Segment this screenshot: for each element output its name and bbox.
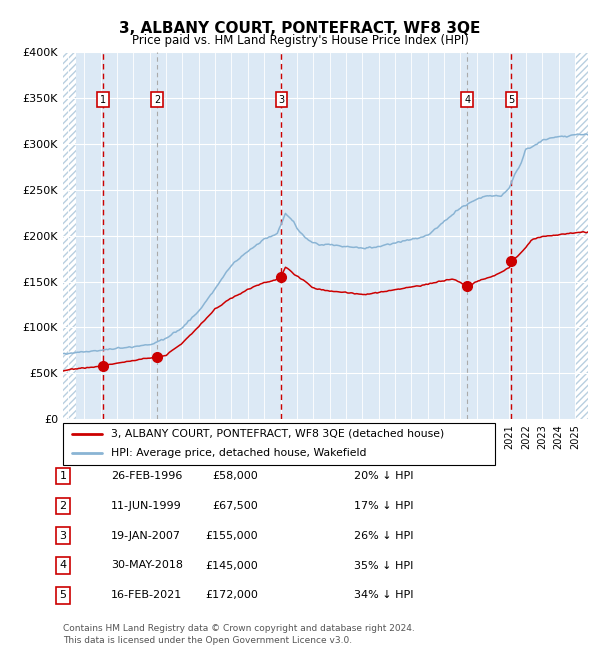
Text: 3, ALBANY COURT, PONTEFRACT, WF8 3QE: 3, ALBANY COURT, PONTEFRACT, WF8 3QE (119, 21, 481, 36)
Text: 17% ↓ HPI: 17% ↓ HPI (354, 500, 413, 511)
Text: 19-JAN-2007: 19-JAN-2007 (111, 530, 181, 541)
Text: £172,000: £172,000 (205, 590, 258, 601)
Text: 3, ALBANY COURT, PONTEFRACT, WF8 3QE (detached house): 3, ALBANY COURT, PONTEFRACT, WF8 3QE (de… (110, 429, 444, 439)
Text: 3: 3 (278, 95, 284, 105)
Bar (575, 52, 588, 419)
Text: 20% ↓ HPI: 20% ↓ HPI (354, 471, 413, 481)
Text: 5: 5 (59, 590, 67, 601)
Text: 1: 1 (100, 95, 106, 105)
Text: 1: 1 (59, 471, 67, 481)
Text: HPI: Average price, detached house, Wakefield: HPI: Average price, detached house, Wake… (110, 448, 366, 458)
Text: 2: 2 (154, 95, 160, 105)
Text: Contains HM Land Registry data © Crown copyright and database right 2024.
This d: Contains HM Land Registry data © Crown c… (63, 624, 415, 645)
Text: 2: 2 (59, 500, 67, 511)
Text: 26% ↓ HPI: 26% ↓ HPI (354, 530, 413, 541)
Text: Price paid vs. HM Land Registry's House Price Index (HPI): Price paid vs. HM Land Registry's House … (131, 34, 469, 47)
Text: 35% ↓ HPI: 35% ↓ HPI (354, 560, 413, 571)
Text: 30-MAY-2018: 30-MAY-2018 (111, 560, 183, 571)
Text: £58,000: £58,000 (212, 471, 258, 481)
Bar (63, 52, 76, 419)
Text: 11-JUN-1999: 11-JUN-1999 (111, 500, 182, 511)
Text: 16-FEB-2021: 16-FEB-2021 (111, 590, 182, 601)
Text: 4: 4 (464, 95, 470, 105)
Text: £67,500: £67,500 (212, 500, 258, 511)
Text: 5: 5 (508, 95, 515, 105)
Text: £155,000: £155,000 (205, 530, 258, 541)
Text: £145,000: £145,000 (205, 560, 258, 571)
Text: 34% ↓ HPI: 34% ↓ HPI (354, 590, 413, 601)
Text: 26-FEB-1996: 26-FEB-1996 (111, 471, 182, 481)
Text: 3: 3 (59, 530, 67, 541)
Text: 4: 4 (59, 560, 67, 571)
